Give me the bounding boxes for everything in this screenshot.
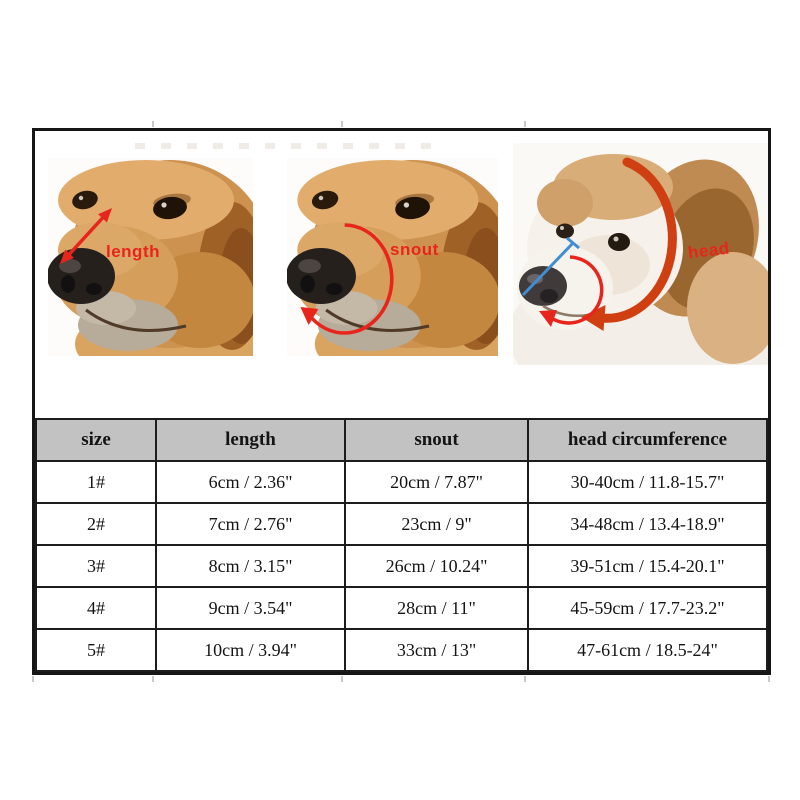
gridline-stub xyxy=(341,121,343,127)
snout-cell: 28cm / 11" xyxy=(344,586,529,630)
snout-cell: 20cm / 7.87" xyxy=(344,460,529,504)
table-row: 1# 6cm / 2.36" 20cm / 7.87" 30-40cm / 11… xyxy=(35,460,768,504)
length-cell: 10cm / 3.94" xyxy=(155,628,346,672)
size-cell: 1# xyxy=(35,460,157,504)
col-header-length: length xyxy=(155,418,346,462)
col-header-snout: snout xyxy=(344,418,529,462)
size-cell: 4# xyxy=(35,586,157,630)
length-cell: 6cm / 2.36" xyxy=(155,460,346,504)
gridline-stub xyxy=(152,676,154,682)
faint-watermark xyxy=(135,143,445,149)
snout-circle-annotation xyxy=(539,255,604,327)
head-circumference-cell: 45-59cm / 17.7-23.2" xyxy=(527,586,768,630)
table-header-row: size length snout head circumference xyxy=(35,418,768,462)
size-cell: 3# xyxy=(35,544,157,588)
content-frame: length snout xyxy=(32,128,771,675)
snout-cell: 33cm / 13" xyxy=(344,628,529,672)
dog-photo-head: head xyxy=(513,143,768,365)
head-circumference-cell: 47-61cm / 18.5-24" xyxy=(527,628,768,672)
head-circumference-cell: 34-48cm / 13.4-18.9" xyxy=(527,502,768,546)
table-row: 5# 10cm / 3.94" 33cm / 13" 47-61cm / 18.… xyxy=(35,628,768,672)
table-row: 2# 7cm / 2.76" 23cm / 9" 34-48cm / 13.4-… xyxy=(35,502,768,546)
gridline-stub xyxy=(32,676,34,682)
head-arc-annotation xyxy=(581,157,677,331)
gridline-stub xyxy=(768,676,770,682)
head-circumference-cell: 30-40cm / 11.8-15.7" xyxy=(527,460,768,504)
snout-cell: 23cm / 9" xyxy=(344,502,529,546)
snout-cell: 26cm / 10.24" xyxy=(344,544,529,588)
dog-photo-length: length xyxy=(48,158,253,356)
size-cell: 5# xyxy=(35,628,157,672)
length-cell: 8cm / 3.15" xyxy=(155,544,346,588)
length-label: length xyxy=(106,242,160,261)
muzzle-blue-measure-line xyxy=(521,236,580,297)
gridline-stub xyxy=(524,676,526,682)
white-dog-illustration xyxy=(513,143,768,365)
table-row: 4# 9cm / 3.54" 28cm / 11" 45-59cm / 17.7… xyxy=(35,586,768,630)
length-cell: 9cm / 3.54" xyxy=(155,586,346,630)
golden-dog-illustration xyxy=(48,158,253,356)
gridline-stub xyxy=(524,121,526,127)
length-arrow-annotation xyxy=(60,208,112,264)
length-cell: 7cm / 2.76" xyxy=(155,502,346,546)
snout-circle-annotation xyxy=(300,223,394,335)
golden-dog-illustration xyxy=(287,158,498,356)
gridline-stub xyxy=(152,121,154,127)
col-header-head-circumference: head circumference xyxy=(527,418,768,462)
col-header-size: size xyxy=(35,418,157,462)
table-row: 3# 8cm / 3.15" 26cm / 10.24" 39-51cm / 1… xyxy=(35,544,768,588)
size-cell: 2# xyxy=(35,502,157,546)
head-circumference-cell: 39-51cm / 15.4-20.1" xyxy=(527,544,768,588)
size-table: size length snout head circumference 1# … xyxy=(35,418,768,672)
gridline-stub xyxy=(341,676,343,682)
dog-photo-snout: snout xyxy=(287,158,498,356)
snout-label: snout xyxy=(390,240,439,259)
